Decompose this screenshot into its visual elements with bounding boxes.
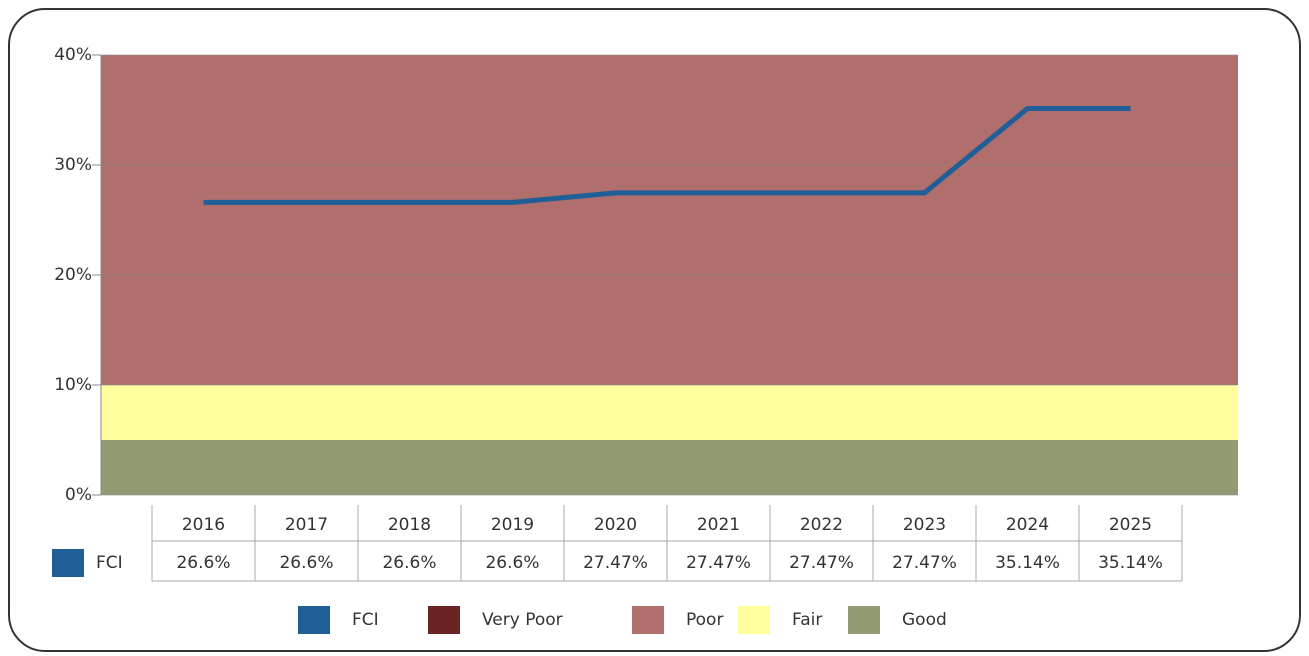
table-value: 27.47% — [789, 553, 854, 573]
legend-swatch — [298, 606, 330, 634]
table-value: 26.6% — [176, 553, 230, 573]
data-table: 2016 2017 2018 2019 2020 2021 2022 2023 2024 2025… — [52, 505, 1183, 582]
legend-swatch — [428, 606, 460, 634]
legend-swatch — [52, 549, 84, 577]
y-tick-label: 40% — [54, 45, 92, 65]
x-tick-label: 2025 — [1109, 515, 1152, 535]
x-tick-label: 2020 — [594, 515, 637, 535]
x-tick-label: 2018 — [388, 515, 431, 535]
x-tick-label: 2024 — [1006, 515, 1049, 535]
line — [203, 105, 1131, 205]
x-tick-label: 2023 — [903, 515, 946, 535]
table-value: 26.6% — [279, 553, 333, 573]
table-value: 35.14% — [1098, 553, 1163, 573]
x-tick-label: 2022 — [800, 515, 843, 535]
lines — [203, 105, 1131, 205]
table-value: 35.14% — [995, 553, 1060, 573]
grid: 0% 10% 20% 30% 40% — [54, 45, 1238, 505]
band — [101, 385, 1238, 440]
legend-swatch — [738, 606, 770, 634]
legend-label: Good — [902, 610, 947, 630]
y-tick-label: 30% — [54, 155, 92, 175]
legend-label: FCI — [352, 610, 379, 630]
x-tick-label: 2016 — [182, 515, 225, 535]
table-value: 27.47% — [583, 553, 648, 573]
legend-swatch — [632, 606, 664, 634]
legend-swatch — [848, 606, 880, 634]
band — [101, 440, 1238, 495]
x-tick-label: 2021 — [697, 515, 740, 535]
y-tick-label: 10% — [54, 375, 92, 395]
table-value: 26.6% — [382, 553, 436, 573]
row-header: FCI — [96, 553, 123, 573]
band — [101, 55, 1238, 385]
legend: FCI Very Poor Poor Fair Good — [298, 606, 947, 634]
legend-label: Fair — [792, 610, 822, 630]
table-value: 26.6% — [485, 553, 539, 573]
x-tick-label: 2019 — [491, 515, 534, 535]
y-tick-label: 0% — [65, 485, 92, 505]
legend-label: Poor — [686, 610, 723, 630]
y-tick-label: 20% — [54, 265, 92, 285]
table-value: 27.47% — [686, 553, 751, 573]
x-tick-label: 2017 — [285, 515, 328, 535]
table-value: 27.47% — [892, 553, 957, 573]
legend-label: Very Poor — [482, 610, 563, 630]
